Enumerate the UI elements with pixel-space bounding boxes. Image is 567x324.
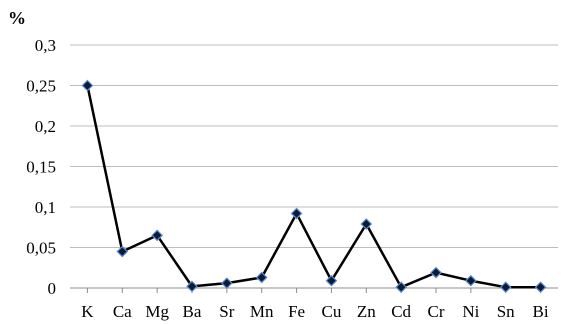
data-point bbox=[325, 274, 338, 287]
data-point bbox=[116, 245, 129, 258]
x-tick-label: Cu bbox=[322, 302, 342, 321]
x-tick-label: Bi bbox=[533, 302, 549, 321]
data-point bbox=[186, 280, 198, 293]
y-tick-label: 0,05 bbox=[26, 239, 56, 258]
data-point bbox=[151, 229, 163, 242]
x-tick-label: K bbox=[81, 302, 94, 321]
x-tick-label: Ba bbox=[183, 302, 202, 321]
data-point bbox=[395, 281, 407, 294]
x-tick-label: Fe bbox=[288, 302, 305, 321]
x-tick-label: Sn bbox=[497, 302, 515, 321]
data-point bbox=[430, 266, 442, 279]
x-tick-label: Ca bbox=[113, 302, 132, 321]
data-point bbox=[499, 281, 512, 294]
x-tick-label: Cr bbox=[428, 302, 445, 321]
data-point bbox=[255, 271, 268, 284]
x-tick-label: Zn bbox=[357, 302, 376, 321]
y-axis-ticks: 0 0,05 0,1 0,15 0,2 0,25 0,3 bbox=[26, 36, 56, 298]
y-unit-label: % bbox=[8, 8, 26, 28]
x-tick-label: Sr bbox=[219, 302, 234, 321]
gridlines bbox=[70, 44, 558, 248]
y-tick-label: 0,15 bbox=[26, 158, 56, 177]
y-tick-label: 0,25 bbox=[26, 77, 56, 96]
y-tick-label: 0,3 bbox=[35, 36, 56, 55]
data-point bbox=[465, 274, 477, 287]
series-line bbox=[86, 85, 541, 289]
x-tick-label: Cd bbox=[391, 302, 411, 321]
data-markers bbox=[81, 79, 547, 294]
x-tick-label: Ni bbox=[462, 302, 479, 321]
y-tick-label: 0,2 bbox=[35, 117, 56, 136]
data-point bbox=[534, 281, 547, 294]
y-tick-label: 0 bbox=[48, 279, 57, 298]
x-axis-ticks: K Ca Mg Ba Sr Mn Fe Cu Zn Cd Cr Ni Sn Bi bbox=[81, 288, 549, 321]
data-point bbox=[221, 277, 233, 289]
y-tick-label: 0,1 bbox=[35, 198, 56, 217]
data-point bbox=[360, 218, 373, 230]
data-point bbox=[290, 207, 303, 220]
x-tick-label: Mn bbox=[250, 302, 274, 321]
data-point bbox=[81, 79, 94, 92]
x-tick-label: Mg bbox=[145, 302, 169, 321]
